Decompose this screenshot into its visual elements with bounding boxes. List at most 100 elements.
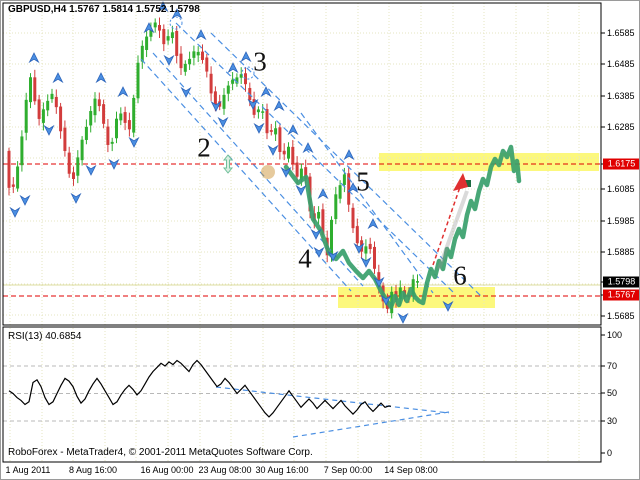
price-level-badge: 1.5798: [603, 276, 639, 288]
candle-body: [132, 97, 136, 133]
price-tick-label: 1.6285: [607, 122, 635, 132]
fractal-down-icon: [280, 166, 292, 178]
fractal-up-icon: [95, 72, 107, 84]
candle-body: [11, 184, 15, 187]
candle-body: [179, 53, 183, 69]
candle-body: [136, 62, 140, 99]
candle-body: [416, 281, 419, 283]
fractal-down-icon: [442, 300, 454, 312]
candle-body: [166, 36, 170, 41]
candle-body: [201, 51, 204, 60]
time-tick-label: 14 Sep 08:00: [384, 465, 438, 475]
forecast-node: [465, 180, 471, 187]
arrow-shadow: [437, 190, 469, 270]
candle-body: [342, 174, 346, 185]
candle-body: [46, 100, 50, 111]
candle-body: [239, 74, 243, 78]
fractal-down-icon: [313, 246, 325, 258]
candle-body: [244, 73, 247, 85]
fractal-down-icon: [85, 164, 97, 176]
candle-body: [110, 141, 114, 144]
candle-body: [170, 32, 174, 39]
price-tick-label: 1.5885: [607, 247, 635, 257]
candle-body: [158, 24, 161, 31]
candle-body: [347, 173, 351, 205]
candle-body: [304, 167, 308, 180]
candle-body: [334, 194, 338, 220]
fractal-down-icon: [9, 206, 21, 218]
channel-trendline: [300, 112, 434, 294]
candle-body: [235, 77, 239, 84]
candle-body: [261, 111, 265, 113]
fractal-down-icon: [295, 184, 307, 196]
candle-body: [89, 111, 93, 126]
candle-body: [282, 150, 286, 155]
candle-body: [265, 109, 269, 134]
wave-number-label: 2: [197, 132, 211, 163]
candle-body: [20, 136, 24, 166]
fractal-up-icon: [273, 100, 285, 112]
candle-body: [145, 36, 149, 50]
fractal-down-icon: [267, 144, 279, 156]
candle-body: [175, 30, 179, 56]
time-tick-label: 23 Aug 08:00: [198, 465, 252, 475]
candle-body: [24, 99, 28, 133]
candle-body: [377, 272, 381, 287]
candle-body: [274, 128, 278, 135]
candle-body: [76, 157, 80, 176]
channel-trendline: [210, 32, 484, 299]
candle-body: [140, 45, 144, 62]
candle-body: [330, 219, 333, 255]
rsi-pennant-line: [292, 411, 450, 438]
trendline-anchor-circle: [169, 16, 183, 30]
rsi-tick-label: 50: [607, 388, 618, 398]
forecast-path: [283, 144, 522, 310]
fractal-down-icon: [217, 116, 229, 128]
wave-number-label: 6: [453, 260, 467, 291]
rsi-tick-label: 100: [607, 330, 623, 340]
rsi-tick-label: 30: [607, 416, 618, 426]
fractal-up-icon: [343, 149, 355, 161]
fractal-down-icon: [353, 242, 365, 254]
fractal-down-icon: [373, 276, 385, 288]
candle-body: [80, 139, 84, 161]
projection-arrow-head: [453, 173, 468, 191]
price-tick-label: 1.6485: [607, 59, 635, 69]
chart-title-ohlc: GBPUSD,H4 1.5767 1.5814 1.5752 1.5798: [8, 4, 200, 15]
candle-body: [291, 146, 295, 164]
fractal-down-icon: [360, 256, 372, 268]
fractal-down-icon: [247, 98, 259, 110]
candle-body: [41, 109, 45, 123]
fractal-up-icon: [227, 62, 239, 74]
candle-body: [84, 126, 88, 140]
candle-body: [368, 243, 372, 250]
fractal-down-icon: [108, 158, 120, 170]
fractal-up-icon: [117, 86, 129, 98]
wave-number-label: 4: [298, 243, 312, 274]
fractal-down-icon: [180, 86, 192, 98]
candle-body: [209, 73, 213, 94]
price-tick-label: 1.6085: [607, 184, 635, 194]
candle-body: [299, 168, 303, 181]
candle-body: [411, 279, 415, 295]
candle-body: [222, 94, 226, 109]
price-tick-label: 1.6385: [607, 91, 635, 101]
rsi-tick-label: 70: [607, 361, 618, 371]
fractal-up-icon: [171, 8, 183, 20]
candle-body: [102, 104, 106, 124]
candle-body: [192, 51, 196, 58]
price-tick-label: 1.5685: [607, 311, 635, 321]
candle-body: [153, 22, 157, 28]
time-tick-label: 1 Aug 2011: [5, 465, 51, 475]
price-tick-label: 1.5985: [607, 216, 635, 226]
fractal-up-icon: [143, 22, 155, 34]
time-tick-label: 7 Sep 00:00: [323, 465, 373, 475]
time-tick-label: 8 Aug 16:00: [68, 465, 118, 475]
candle-body: [364, 246, 368, 254]
fractal-up-icon: [317, 188, 329, 200]
fractal-up-icon: [302, 142, 314, 154]
fractal-up-icon: [28, 52, 40, 64]
candle-body: [355, 226, 359, 244]
